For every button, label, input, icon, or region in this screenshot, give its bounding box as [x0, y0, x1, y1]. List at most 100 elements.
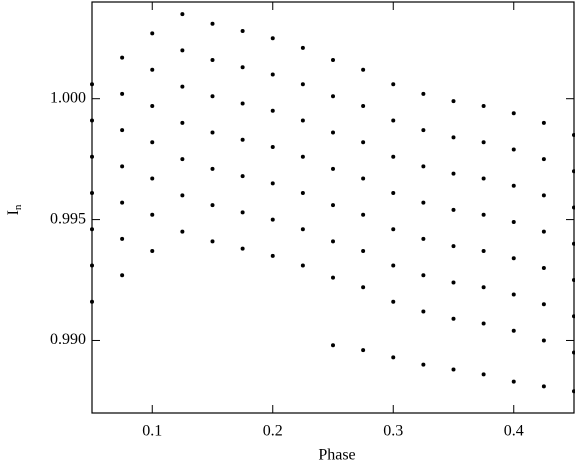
x-tick-label: 0.3 — [383, 423, 403, 440]
data-point — [180, 193, 185, 198]
data-point — [331, 94, 335, 99]
data-point — [511, 220, 516, 225]
data-point — [150, 249, 155, 254]
data-point — [120, 200, 125, 205]
data-point — [451, 135, 456, 140]
data-point — [421, 200, 426, 205]
data-point — [120, 236, 125, 241]
data-point — [120, 273, 125, 278]
data-point — [90, 82, 94, 87]
data-point — [150, 67, 155, 72]
data-point — [511, 292, 516, 297]
data-point — [150, 31, 155, 36]
data-point — [210, 94, 215, 99]
data-point — [361, 348, 366, 353]
data-point — [481, 249, 486, 254]
data-point — [180, 120, 185, 125]
data-point — [331, 275, 335, 280]
data-point — [240, 101, 245, 106]
data-point — [270, 217, 275, 222]
data-point — [451, 280, 456, 285]
data-point — [511, 328, 516, 333]
data-point — [541, 120, 546, 125]
data-point — [541, 157, 546, 162]
data-point — [210, 239, 215, 244]
data-point — [481, 103, 486, 108]
data-point — [421, 273, 426, 278]
data-point — [391, 118, 396, 123]
data-point — [481, 176, 486, 181]
data-point — [331, 203, 335, 208]
data-point — [511, 111, 516, 116]
data-point — [331, 239, 335, 244]
y-tick-label: 1.000 — [50, 89, 86, 106]
data-point — [90, 227, 94, 232]
data-point — [300, 82, 305, 87]
data-point — [90, 263, 94, 268]
data-point — [210, 130, 215, 135]
data-point — [210, 166, 215, 171]
data-point — [481, 212, 486, 217]
data-point — [331, 343, 335, 348]
data-point — [90, 118, 94, 123]
data-point — [361, 103, 366, 108]
data-point — [391, 154, 396, 159]
data-point — [270, 181, 275, 186]
data-point — [240, 65, 245, 70]
data-point — [481, 285, 486, 290]
data-point — [150, 103, 155, 108]
data-point — [451, 244, 456, 249]
data-point — [210, 58, 215, 63]
data-point — [391, 82, 396, 87]
data-point — [300, 227, 305, 232]
data-point — [572, 314, 575, 319]
data-point — [572, 278, 575, 283]
data-point — [541, 229, 546, 234]
data-point — [150, 140, 155, 145]
y-tick-label: 0.990 — [50, 331, 86, 348]
data-point — [511, 256, 516, 261]
data-point — [391, 299, 396, 304]
data-point — [180, 157, 185, 162]
data-point — [541, 338, 546, 343]
data-point — [90, 154, 94, 159]
data-point — [511, 183, 516, 188]
data-point — [120, 164, 125, 169]
data-point — [240, 29, 245, 34]
data-point — [572, 169, 575, 174]
data-point — [541, 302, 546, 307]
x-tick-label: 0.1 — [142, 423, 162, 440]
data-point — [270, 36, 275, 41]
y-tick-label: 0.995 — [50, 210, 86, 227]
data-point — [541, 265, 546, 270]
data-point — [421, 164, 426, 169]
data-point — [391, 227, 396, 232]
data-point — [391, 355, 396, 360]
x-axis-label: Phase — [318, 447, 355, 464]
data-point — [361, 176, 366, 181]
data-point — [210, 21, 215, 26]
data-point — [421, 236, 426, 241]
data-point — [300, 118, 305, 123]
data-point — [270, 72, 275, 77]
data-point — [572, 241, 575, 246]
data-point — [361, 140, 366, 145]
data-point — [300, 190, 305, 195]
data-point — [270, 145, 275, 150]
data-point — [331, 58, 335, 63]
data-point — [572, 389, 575, 394]
data-point — [180, 12, 185, 17]
data-point — [361, 212, 366, 217]
y-axis-label-subscript: n — [12, 204, 24, 210]
data-point — [481, 372, 486, 377]
y-axis-label-main: I — [5, 210, 22, 215]
data-point — [391, 263, 396, 268]
data-point — [240, 246, 245, 251]
data-point — [120, 128, 125, 133]
data-point — [421, 91, 426, 96]
data-point — [180, 48, 185, 53]
data-point — [240, 210, 245, 215]
data-point — [481, 321, 486, 326]
